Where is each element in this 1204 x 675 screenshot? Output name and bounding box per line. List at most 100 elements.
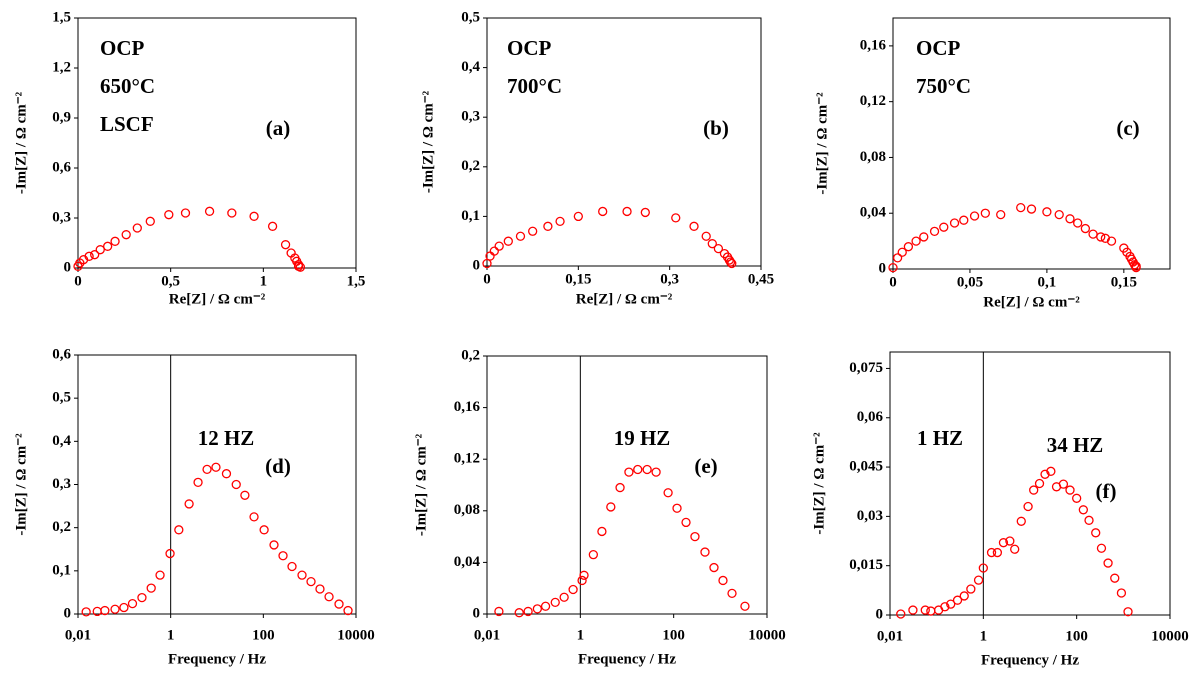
data-point xyxy=(540,601,551,611)
x-axis-label: Re[Z] / Ω cm⁻² xyxy=(169,291,266,307)
y-tick-label: 0,5 xyxy=(461,9,480,25)
data-point xyxy=(174,525,184,535)
y-axis-label: -Im[Z] / Ω cm⁻² xyxy=(13,91,29,194)
annotation: (a) xyxy=(266,116,291,140)
data-point xyxy=(211,462,221,472)
y-tick-label: 0,6 xyxy=(52,159,71,175)
data-point xyxy=(1100,233,1111,243)
data-point xyxy=(204,206,215,216)
data-point xyxy=(267,221,278,231)
y-tick-label: 0,03 xyxy=(857,508,883,524)
data-point xyxy=(903,242,914,252)
data-point xyxy=(690,531,700,542)
data-point xyxy=(1078,505,1088,515)
data-point xyxy=(489,246,499,256)
data-point xyxy=(973,575,984,585)
annotation: 750°C xyxy=(916,74,971,98)
x-tick-label: 0,01 xyxy=(65,627,91,643)
x-axis-label: Frequency / Hz xyxy=(981,652,1079,668)
data-point xyxy=(959,215,969,225)
annotation: LSCF xyxy=(100,112,154,136)
data-point xyxy=(1016,516,1026,526)
data-point xyxy=(559,592,569,602)
data-point xyxy=(315,584,325,594)
annotation: 700°C xyxy=(507,74,562,98)
y-tick-label: 0,075 xyxy=(849,360,883,376)
annotation: 19 HZ xyxy=(614,426,671,450)
y-axis-label: -Im[Z] / Ω cm⁻² xyxy=(420,90,436,193)
data-point xyxy=(221,469,232,479)
data-point xyxy=(959,591,969,601)
data-point xyxy=(249,211,259,221)
data-point xyxy=(700,547,710,557)
data-point xyxy=(269,540,279,550)
annotation: (f) xyxy=(1096,479,1117,503)
y-tick-label: 1,5 xyxy=(52,9,71,25)
x-tick-label: 10000 xyxy=(1151,628,1189,644)
y-tick-label: 0,2 xyxy=(52,519,71,535)
data-point xyxy=(180,208,191,218)
y-tick-label: 0,12 xyxy=(454,451,480,467)
data-point xyxy=(681,517,691,528)
data-point xyxy=(727,588,737,599)
data-point xyxy=(523,606,533,617)
data-point xyxy=(633,464,643,475)
data-point xyxy=(90,250,100,260)
data-point xyxy=(287,561,297,572)
data-point xyxy=(193,477,203,487)
data-point xyxy=(622,206,632,217)
plot-frame xyxy=(889,351,1171,616)
x-tick-label: 1 xyxy=(167,627,175,643)
x-tick-label: 1 xyxy=(577,627,585,643)
data-point xyxy=(920,605,930,615)
data-point xyxy=(155,570,165,580)
y-axis-label: -Im[Z] / Ω cm⁻² xyxy=(413,433,429,536)
data-point xyxy=(573,211,583,222)
data-point xyxy=(84,251,94,261)
y-tick-label: 0,16 xyxy=(454,399,481,415)
annotation: (b) xyxy=(703,116,729,140)
plot-frame xyxy=(892,17,1171,270)
data-point xyxy=(297,570,307,580)
x-tick-label: 0,1 xyxy=(1038,274,1057,290)
y-tick-label: 0,1 xyxy=(461,208,480,224)
data-point xyxy=(1023,501,1033,512)
plot-frame xyxy=(486,355,768,615)
data-point xyxy=(145,216,155,226)
data-point xyxy=(132,223,142,233)
data-point xyxy=(1026,204,1037,214)
x-tick-label: 1 xyxy=(980,628,988,644)
data-point xyxy=(911,236,921,246)
data-point xyxy=(343,605,353,616)
data-point xyxy=(1110,573,1120,583)
data-point xyxy=(110,604,120,614)
x-tick-label: 10000 xyxy=(748,627,786,643)
data-point xyxy=(1042,207,1052,217)
annotation: 650°C xyxy=(100,74,155,98)
y-tick-label: 0 xyxy=(473,257,481,273)
data-point xyxy=(100,605,110,616)
data-point xyxy=(727,258,737,269)
y-tick-label: 0,04 xyxy=(860,205,887,221)
data-point xyxy=(1065,214,1075,224)
data-point xyxy=(897,247,907,257)
data-point xyxy=(119,602,129,613)
data-point xyxy=(1005,536,1015,546)
data-point xyxy=(1029,485,1039,495)
data-point xyxy=(996,209,1006,220)
data-point xyxy=(503,236,513,246)
data-point xyxy=(1065,485,1075,495)
data-point xyxy=(1040,469,1050,479)
data-point xyxy=(240,490,250,500)
data-point xyxy=(1084,515,1094,525)
data-point xyxy=(334,599,344,609)
y-tick-label: 0,6 xyxy=(52,346,71,362)
data-point xyxy=(640,207,650,218)
data-point xyxy=(672,503,682,513)
data-point xyxy=(1123,607,1133,617)
y-tick-label: 0,3 xyxy=(461,109,480,125)
data-point xyxy=(940,602,950,612)
x-tick-label: 0,45 xyxy=(748,271,774,287)
y-tick-label: 0,015 xyxy=(849,557,883,573)
